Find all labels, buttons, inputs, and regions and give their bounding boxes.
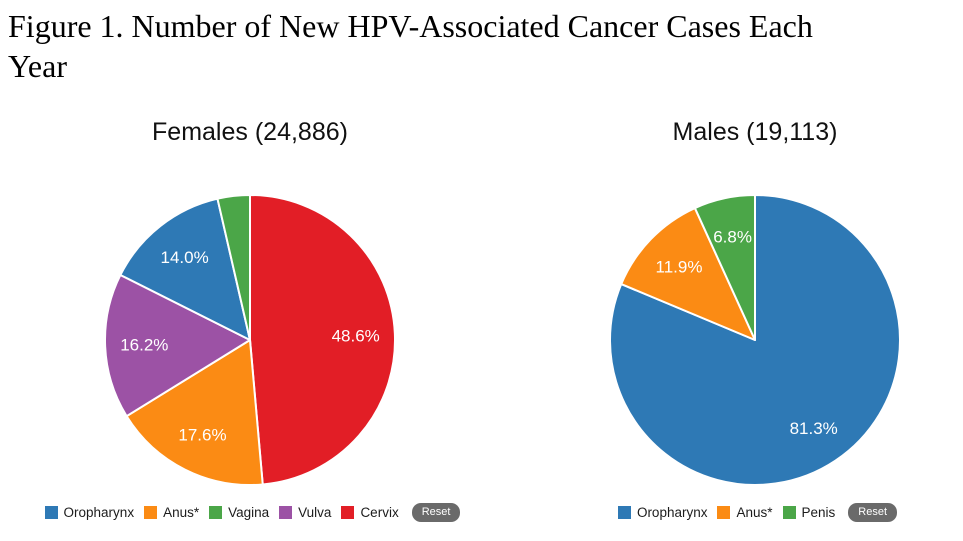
legend-item-vagina[interactable]: Vagina [209, 505, 269, 520]
slice-label-oropharynx: 14.0% [160, 248, 208, 267]
pie-slice-oropharynx[interactable] [609, 194, 901, 486]
legend-swatch-penis [782, 506, 796, 519]
legend-label-oropharynx: Oropharynx [63, 505, 135, 520]
pie-slice-anus[interactable] [125, 339, 264, 486]
reset-button-females[interactable]: Reset [411, 503, 461, 522]
pie-chart-males: 81.3% 11.9% 6.8% [609, 194, 901, 486]
legend-swatch-anus [144, 506, 158, 519]
legend-items-males: Oropharynx Anus* Penis [613, 505, 840, 520]
legend-label-oropharynx: Oropharynx [636, 505, 708, 520]
legend-swatch-anus [717, 506, 731, 519]
pie-slice-cervix[interactable] [249, 194, 397, 486]
legend-label-penis: Penis [801, 505, 836, 520]
chart-title-females: Females (24,886) [152, 118, 348, 146]
legend-item-anus[interactable]: Anus* [144, 505, 199, 520]
legend-item-cervix[interactable]: Cervix [341, 505, 399, 520]
legend-label-anus: Anus* [163, 505, 200, 520]
slice-label-oropharynx: 81.3% [790, 419, 838, 438]
pie-slice-vulva[interactable] [104, 273, 251, 418]
legend-item-oropharynx[interactable]: Oropharynx [617, 505, 708, 520]
slice-label-penis: 6.8% [713, 228, 752, 247]
slice-label-anus: 11.9% [656, 257, 703, 276]
legend-items-females: Oropharynx Anus* Vagina Vulva Cervix [40, 505, 404, 520]
legend-swatch-cervix [341, 506, 355, 519]
legend-swatch-oropharynx [617, 506, 631, 519]
legend-label-vagina: Vagina [228, 505, 270, 520]
legend-item-anus[interactable]: Anus* [717, 505, 773, 520]
pie-slice-vagina[interactable] [216, 194, 251, 341]
legend-swatch-oropharynx [44, 506, 58, 519]
pie-chart-females: 48.6% 17.6% 16.2% 14.0% [104, 194, 397, 486]
pie-panel-females: Females (24,886) 48.6% 17.6% 16.2% 14.0% Or… [0, 86, 500, 522]
pie-slice-oropharynx[interactable] [119, 197, 251, 341]
reset-button-males[interactable]: Reset [848, 503, 898, 522]
legend-item-oropharynx[interactable]: Oropharynx [44, 505, 135, 520]
pie-panel-males: Males (19,113) 81.3% 11.9% 6.8% Oropharynx… [505, 86, 963, 522]
pie-slice-anus[interactable] [620, 207, 756, 341]
legend-label-vulva: Vulva [298, 505, 332, 520]
chart-title-males: Males (19,113) [672, 118, 838, 146]
slice-label-anus: 17.6% [178, 426, 226, 445]
slice-label-cervix: 48.6% [332, 326, 380, 345]
slice-label-vulva: 16.2% [120, 336, 168, 355]
charts-row: Females (24,886) 48.6% 17.6% 16.2% 14.0% Or… [0, 86, 963, 541]
legend-swatch-vagina [209, 506, 223, 519]
legend-item-penis[interactable]: Penis [782, 505, 836, 520]
legend-males: Oropharynx Anus* Penis Reset [505, 503, 963, 522]
pie-slice-penis[interactable] [693, 194, 756, 341]
legend-label-cervix: Cervix [360, 505, 399, 520]
figure-header: Figure 1. Number of New HPV-Associated C… [0, 0, 963, 86]
legend-swatch-vulva [279, 506, 293, 519]
legend-females: Oropharynx Anus* Vagina Vulva Cervix Reset [0, 503, 500, 522]
legend-label-anus: Anus* [736, 505, 773, 520]
figure-title: Figure 1. Number of New HPV-Associated C… [8, 8, 813, 84]
legend-item-vulva[interactable]: Vulva [279, 505, 331, 520]
